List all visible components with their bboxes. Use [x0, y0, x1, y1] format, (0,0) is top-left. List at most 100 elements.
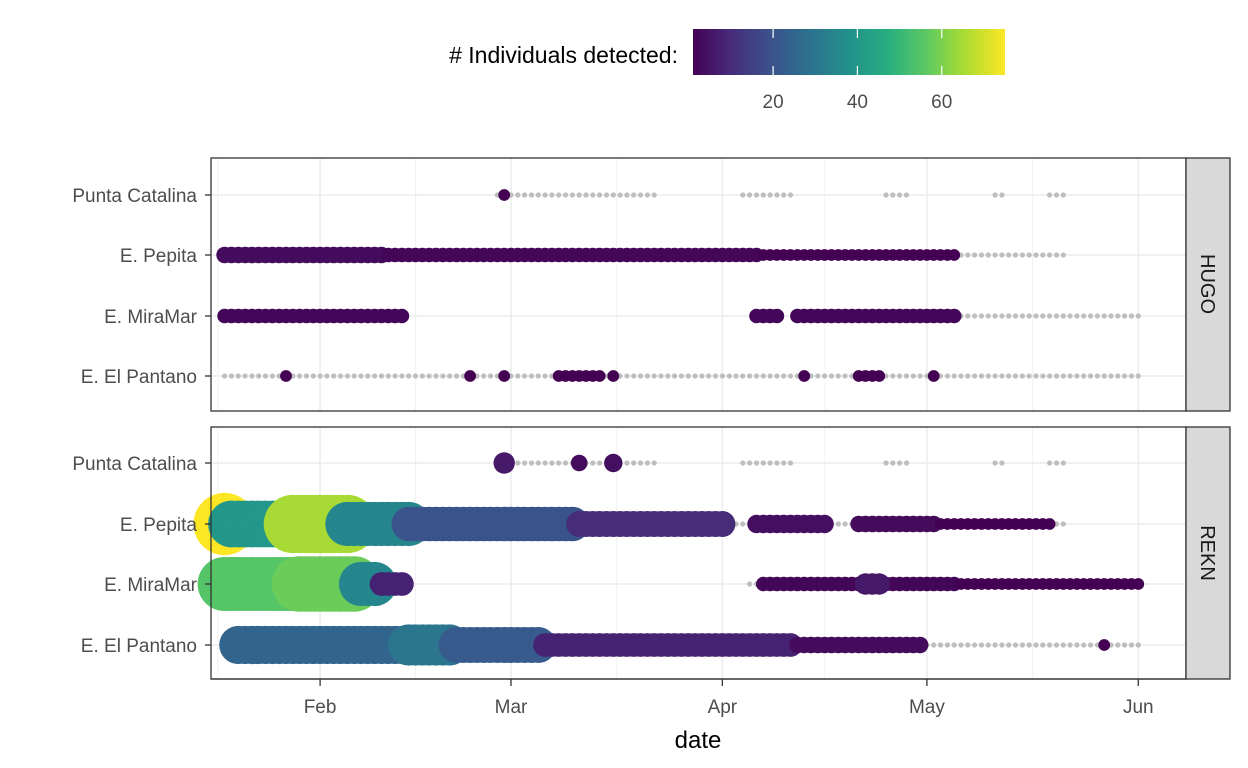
no-detection-point [515, 373, 521, 379]
no-detection-point [617, 192, 623, 198]
no-detection-point [590, 460, 596, 466]
no-detection-point [228, 373, 235, 379]
no-detection-point [842, 373, 848, 379]
no-detection-point [481, 373, 487, 379]
no-detection-point [767, 373, 773, 379]
no-detection-point [515, 460, 521, 466]
no-detection-point [522, 373, 528, 379]
no-detection-point [1026, 642, 1032, 648]
no-detection-point [1040, 642, 1046, 648]
y-tick-label: Punta Catalina [72, 186, 197, 207]
no-detection-point [1087, 642, 1094, 648]
no-detection-point [767, 192, 773, 198]
no-detection-point [1060, 642, 1066, 648]
no-detection-point [1040, 373, 1046, 379]
detection-point [607, 370, 620, 382]
no-detection-point [1033, 373, 1039, 379]
no-detection-point [985, 373, 991, 379]
x-tick-label: Mar [495, 697, 528, 718]
no-detection-point [972, 313, 978, 319]
detection-point [911, 636, 929, 654]
no-detection-point [1053, 252, 1060, 258]
detection-point [1043, 518, 1056, 530]
no-detection-point [1081, 642, 1087, 648]
strip-hugo [1185, 157, 1231, 412]
no-detection-point [528, 373, 535, 379]
detection-point [493, 452, 515, 474]
no-detection-point [1101, 373, 1107, 379]
detection-point [604, 453, 623, 473]
detection-point [769, 308, 785, 324]
no-detection-point [1074, 642, 1080, 648]
no-detection-point [637, 373, 644, 379]
no-detection-point [787, 460, 794, 466]
strip-rekn [1185, 426, 1231, 680]
no-detection-point [569, 192, 576, 198]
detection-point [815, 514, 834, 534]
detection-point [927, 370, 940, 382]
no-detection-point [269, 373, 275, 379]
no-detection-point [1006, 252, 1012, 258]
y-tick-label: E. El Pantano [81, 636, 197, 657]
no-detection-point [651, 373, 657, 379]
no-detection-point [1122, 373, 1128, 379]
no-detection-point [978, 252, 985, 258]
no-detection-point [1047, 192, 1053, 198]
no-detection-point [1047, 252, 1053, 258]
no-detection-point [1047, 373, 1053, 379]
no-detection-point [399, 373, 405, 379]
no-detection-point [1115, 313, 1121, 319]
detection-point [873, 370, 886, 382]
no-detection-point [351, 373, 357, 379]
no-detection-point [1012, 252, 1019, 258]
no-detection-point [447, 373, 453, 379]
no-detection-point [631, 373, 637, 379]
no-detection-point [528, 192, 535, 198]
no-detection-point [1053, 642, 1060, 648]
no-detection-point [965, 252, 971, 258]
no-detection-point [1135, 642, 1141, 648]
no-detection-point [972, 642, 978, 648]
no-detection-point [597, 192, 603, 198]
no-detection-point [515, 192, 521, 198]
no-detection-point [256, 373, 262, 379]
no-detection-point [426, 373, 432, 379]
no-detection-point [1026, 252, 1032, 258]
no-detection-point [344, 373, 350, 379]
no-detection-point [1087, 373, 1094, 379]
no-detection-point [610, 192, 616, 198]
no-detection-point [958, 642, 964, 648]
no-detection-point [1047, 460, 1053, 466]
no-detection-point [644, 373, 651, 379]
no-detection-point [712, 373, 719, 379]
no-detection-point [1026, 313, 1032, 319]
no-detection-point [1053, 460, 1060, 466]
no-detection-point [535, 192, 541, 198]
panel-rekn: REKN Punta Catalina E. Pepita E. MiraMar E.… [72, 426, 1231, 680]
no-detection-point [1006, 642, 1012, 648]
detection-point [498, 189, 511, 201]
no-detection-point [999, 252, 1005, 258]
no-detection-point [992, 373, 998, 379]
no-detection-point [1006, 313, 1012, 319]
no-detection-point [637, 460, 644, 466]
no-detection-point [1122, 313, 1128, 319]
no-detection-point [760, 373, 766, 379]
no-detection-point [249, 373, 255, 379]
no-detection-point [740, 373, 746, 379]
no-detection-point [624, 373, 630, 379]
x-tick-label: Apr [708, 697, 738, 718]
no-detection-point [522, 192, 528, 198]
no-detection-point [1122, 642, 1128, 648]
no-detection-point [1053, 313, 1060, 319]
no-detection-point [433, 373, 439, 379]
no-detection-point [917, 373, 923, 379]
no-detection-point [419, 373, 425, 379]
no-detection-point [842, 521, 848, 527]
legend-title: # Individuals detected: [449, 42, 678, 68]
no-detection-point [1067, 373, 1073, 379]
no-detection-point [699, 373, 705, 379]
no-detection-point [767, 460, 773, 466]
no-detection-point [1128, 373, 1135, 379]
no-detection-point [1128, 313, 1135, 319]
